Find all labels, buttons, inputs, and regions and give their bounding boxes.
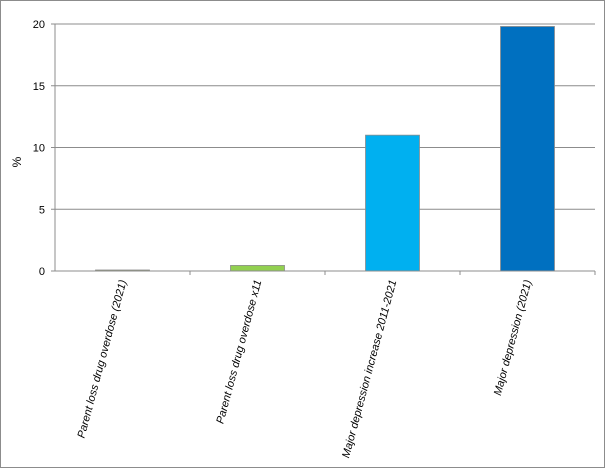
x-tick-label: Parent loss drug overdose x11 [214,279,264,425]
x-tick-label: Parent loss drug overdose (2021) [76,278,130,439]
y-axis-title: % [10,156,24,167]
y-tick-label: 0 [39,266,45,278]
bar-3 [365,134,420,272]
x-tick-labels: Parent loss drug overdose (2021) Parent l… [76,271,596,460]
x-tick-label: Major depression increase 2011-2021 [340,279,399,460]
bars [95,26,555,272]
y-tick-labels: 0 5 10 15 20 [33,19,45,278]
y-tick-label: 10 [33,143,45,155]
x-tick-label: Major depression (2021) [492,278,535,397]
bar-4 [500,26,555,272]
y-tick-label: 5 [39,204,45,216]
y-tick-label: 15 [33,81,45,93]
bar-2 [230,265,285,272]
y-tick-label: 20 [33,19,45,31]
